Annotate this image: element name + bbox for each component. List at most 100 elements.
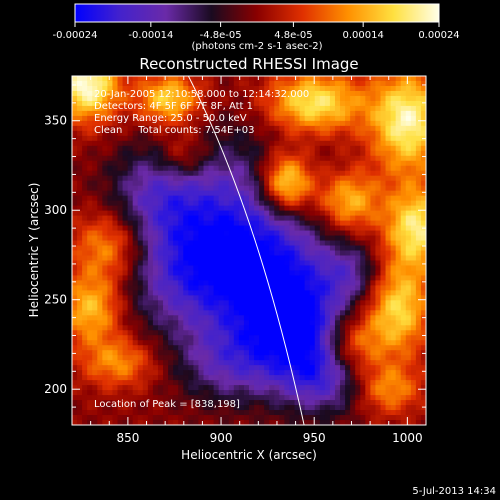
heatmap-cell — [152, 120, 159, 127]
heatmap-cell — [173, 420, 179, 425]
heatmap-cell — [183, 85, 189, 92]
heatmap-cell — [395, 340, 402, 346]
heatmap-cell — [350, 355, 356, 361]
heatmap-cell — [309, 415, 316, 421]
heatmap-cell — [152, 340, 159, 346]
heatmap-cell — [163, 335, 169, 341]
heatmap-cell — [223, 225, 230, 232]
heatmap-cell — [319, 285, 326, 291]
heatmap-cell — [87, 185, 93, 192]
heatmap-cell — [345, 150, 351, 157]
heatmap-cell — [208, 365, 215, 371]
heatmap-cell — [97, 76, 103, 82]
heatmap-cell — [97, 365, 103, 371]
heatmap-cell — [72, 325, 78, 331]
heatmap-cell — [142, 240, 149, 247]
heatmap-cell — [334, 130, 341, 137]
heatmap-cell — [228, 225, 235, 232]
heatmap-cell — [390, 390, 397, 396]
heatmap-cell — [405, 280, 412, 286]
heatmap-cell — [415, 155, 422, 162]
heatmap-cell — [238, 280, 245, 286]
heatmap-cell — [163, 150, 169, 157]
heatmap-cell — [269, 280, 275, 286]
heatmap-cell — [254, 290, 260, 296]
heatmap-cell — [218, 210, 225, 217]
heatmap-cell — [142, 370, 149, 376]
heatmap-cell — [208, 245, 215, 252]
heatmap-cell — [72, 285, 78, 291]
heatmap-cell — [163, 185, 169, 192]
heatmap-cell — [279, 150, 285, 157]
heatmap-cell — [92, 185, 98, 192]
heatmap-cell — [203, 275, 210, 282]
heatmap-cell — [238, 345, 245, 351]
heatmap-cell — [183, 205, 189, 212]
heatmap-cell — [142, 275, 149, 282]
colorbar-tick-label: -0.00024 — [53, 30, 98, 41]
heatmap-cell — [304, 310, 311, 316]
heatmap-cell — [304, 135, 311, 142]
heatmap-cell — [284, 195, 291, 202]
heatmap-cell — [269, 310, 275, 316]
heatmap-cell — [147, 210, 154, 217]
heatmap-cell — [122, 275, 129, 282]
heatmap-cell — [102, 320, 108, 326]
heatmap-cell — [82, 400, 88, 406]
heatmap-cell — [304, 320, 311, 326]
heatmap-cell — [228, 90, 235, 97]
heatmap-cell — [233, 140, 240, 147]
heatmap-cell — [400, 130, 407, 137]
heatmap-cell — [294, 370, 301, 376]
heatmap-cell — [147, 235, 154, 242]
heatmap-cell — [324, 210, 331, 217]
heatmap-cell — [345, 345, 351, 351]
heatmap-cell — [157, 305, 164, 311]
heatmap-cell — [420, 145, 426, 152]
heatmap-cell — [127, 415, 134, 421]
heatmap-cell — [102, 105, 108, 112]
heatmap-cell — [299, 205, 306, 212]
heatmap-cell — [370, 100, 377, 107]
heatmap-cell — [213, 240, 220, 247]
heatmap-cell — [193, 270, 200, 277]
heatmap-cell — [137, 350, 144, 356]
heatmap-cell — [420, 410, 426, 416]
heatmap-cell — [218, 375, 225, 381]
heatmap-cell — [350, 125, 356, 132]
heatmap-cell — [142, 400, 149, 406]
heatmap-cell — [340, 105, 346, 112]
heatmap-cell — [415, 115, 422, 122]
heatmap-cell — [183, 245, 189, 252]
heatmap-cell — [168, 160, 174, 167]
heatmap-cell — [284, 365, 291, 371]
heatmap-cell — [238, 125, 245, 132]
heatmap-cell — [264, 380, 270, 386]
heatmap-cell — [365, 76, 371, 82]
heatmap-cell — [329, 110, 336, 117]
heatmap-cell — [198, 200, 205, 207]
heatmap-cell — [102, 230, 108, 237]
heatmap-cell — [243, 265, 250, 272]
heatmap-cell — [107, 205, 114, 212]
heatmap-cell — [289, 265, 296, 272]
heatmap-cell — [264, 260, 270, 267]
heatmap-cell — [264, 205, 270, 212]
heatmap-cell — [340, 370, 346, 376]
heatmap-cell — [97, 180, 103, 187]
heatmap-cell — [420, 385, 426, 391]
heatmap-cell — [375, 410, 382, 416]
heatmap-cell — [375, 165, 382, 172]
heatmap-cell — [304, 170, 311, 177]
heatmap-cell — [350, 155, 356, 162]
heatmap-cell — [324, 250, 331, 257]
heatmap-cell — [390, 360, 397, 366]
heatmap-cell — [213, 400, 220, 406]
heatmap-cell — [223, 380, 230, 386]
heatmap-cell — [345, 285, 351, 291]
heatmap-cell — [345, 295, 351, 301]
heatmap-cell — [213, 95, 220, 102]
heatmap-cell — [324, 165, 331, 172]
heatmap-cell — [112, 160, 119, 167]
heatmap-cell — [142, 245, 149, 252]
